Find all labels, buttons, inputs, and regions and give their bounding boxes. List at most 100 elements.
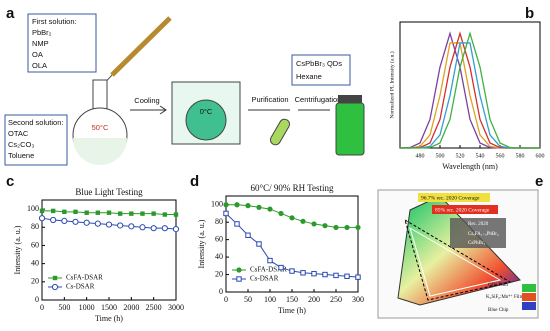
marker: [51, 283, 59, 291]
x-axis-label: Time (h): [95, 314, 123, 323]
y-tick-label: 80: [31, 222, 39, 231]
label: 96.7% rec. 2020 Coverage: [421, 195, 480, 201]
x-tick-label: 0: [40, 303, 44, 312]
synthesis-diagram: First solution: PbBr₂ NMP OA OLA 50°C Se…: [4, 13, 365, 166]
x-tick-label: 520: [456, 153, 465, 159]
plot-frame: [41, 199, 177, 301]
marker: [140, 211, 145, 216]
x-tick-label: 500: [436, 153, 445, 159]
marker: [84, 210, 89, 215]
marker: [278, 264, 284, 271]
marker: [117, 211, 123, 216]
x-tick-label: 580: [516, 153, 525, 159]
marker: [322, 271, 328, 278]
marker: [117, 222, 124, 229]
marker: [161, 225, 168, 232]
marker: [61, 217, 68, 225]
marker: [162, 212, 168, 217]
marker: [234, 202, 240, 208]
legend-label: CsₓFA₁₋ₓPbBr₃: [468, 232, 499, 237]
y-tick-label: 60: [31, 240, 39, 249]
label: CsPbBr₃ QDs: [296, 59, 342, 68]
x-tick-label: 560: [496, 153, 505, 159]
panel-labels: a b c d e: [6, 5, 543, 190]
vial: [335, 102, 365, 156]
panel-label: d: [190, 173, 199, 190]
marker: [50, 208, 56, 214]
panel-label: b: [525, 5, 534, 22]
label: OTAC: [8, 129, 29, 138]
chart-title: 60°C/ 90% RH Testing: [250, 183, 334, 193]
x-tick-label: 250: [330, 295, 342, 304]
y-axis-label: Intensity (a. u.): [197, 219, 206, 268]
marker: [95, 210, 101, 215]
marker: [333, 272, 339, 279]
marker: [105, 221, 113, 228]
y-tick-label: 40: [31, 258, 39, 267]
series-line: [399, 31, 540, 149]
marker: [344, 273, 350, 279]
layer: [522, 302, 536, 310]
marker: [39, 208, 45, 214]
badge: [432, 205, 498, 214]
marker: [83, 219, 90, 226]
x-axis-label: Time (h): [278, 306, 306, 315]
marker: [50, 216, 57, 224]
marker: [139, 224, 146, 231]
gamut-panel: 96.7% rec. 2020 Coverage 85% rec. 2020 C…: [377, 189, 539, 319]
syringe: [110, 16, 172, 77]
vial-cap: [338, 95, 362, 103]
marker: [234, 221, 240, 227]
legend-label: Cs-DSAR: [66, 283, 95, 291]
y-tick-label: 100: [27, 204, 39, 213]
y-tick-label: 100: [211, 200, 223, 209]
x-tick-label: 1500: [101, 303, 117, 312]
x-tick-label: 3000: [168, 303, 184, 312]
x-tick-label: 200: [308, 295, 320, 304]
y-tick-label: 0: [35, 295, 39, 304]
marker: [129, 211, 134, 216]
label: PbBr₂: [32, 28, 52, 37]
x-tick-label: 500: [58, 303, 70, 312]
series-line: [400, 31, 540, 149]
marker: [322, 223, 328, 229]
marker: [311, 221, 317, 227]
y-tick-label: 0: [219, 287, 223, 296]
marker: [172, 225, 180, 233]
x-tick-label: 1000: [79, 303, 95, 312]
legend-label: CsPbBr₃: [468, 241, 486, 246]
arrow: [159, 105, 167, 115]
marker: [223, 210, 229, 217]
label: 85% rec. 2020 Coverage: [435, 207, 490, 213]
x-axis-label: Wavelength (nm): [442, 162, 498, 171]
marker: [344, 224, 350, 231]
panel-label: c: [6, 173, 14, 190]
label: Cs₂CO₃: [8, 140, 34, 149]
y-tick-label: 40: [215, 252, 223, 261]
y-tick-label: 60: [215, 234, 223, 243]
gamut: [404, 218, 512, 301]
x-tick-label: 50: [244, 295, 252, 304]
y-tick-label: 80: [215, 217, 223, 226]
marker: [62, 209, 67, 215]
label: Cooling: [134, 96, 159, 105]
marker: [173, 212, 179, 217]
x-tick-label: 600: [536, 153, 545, 159]
y-tick-label: 20: [31, 277, 39, 286]
marker: [311, 270, 317, 277]
marker: [289, 268, 295, 274]
marker: [355, 274, 361, 280]
x-tick-label: 480: [416, 153, 425, 159]
panel-label: e: [535, 173, 543, 190]
marker: [73, 209, 78, 215]
marker: [236, 267, 242, 273]
marker: [223, 202, 229, 208]
marker: [256, 204, 262, 210]
label: Second solution:: [8, 118, 63, 127]
marker: [52, 275, 58, 281]
series-line: [225, 213, 359, 278]
flask-neck: [92, 79, 108, 113]
marker: [128, 223, 135, 230]
x-tick-label: 300: [352, 295, 364, 304]
